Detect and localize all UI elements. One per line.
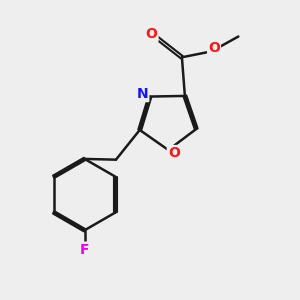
Text: N: N — [137, 87, 148, 101]
Text: O: O — [208, 41, 220, 55]
Text: O: O — [168, 146, 180, 160]
Text: O: O — [146, 27, 158, 41]
Text: F: F — [80, 243, 89, 256]
